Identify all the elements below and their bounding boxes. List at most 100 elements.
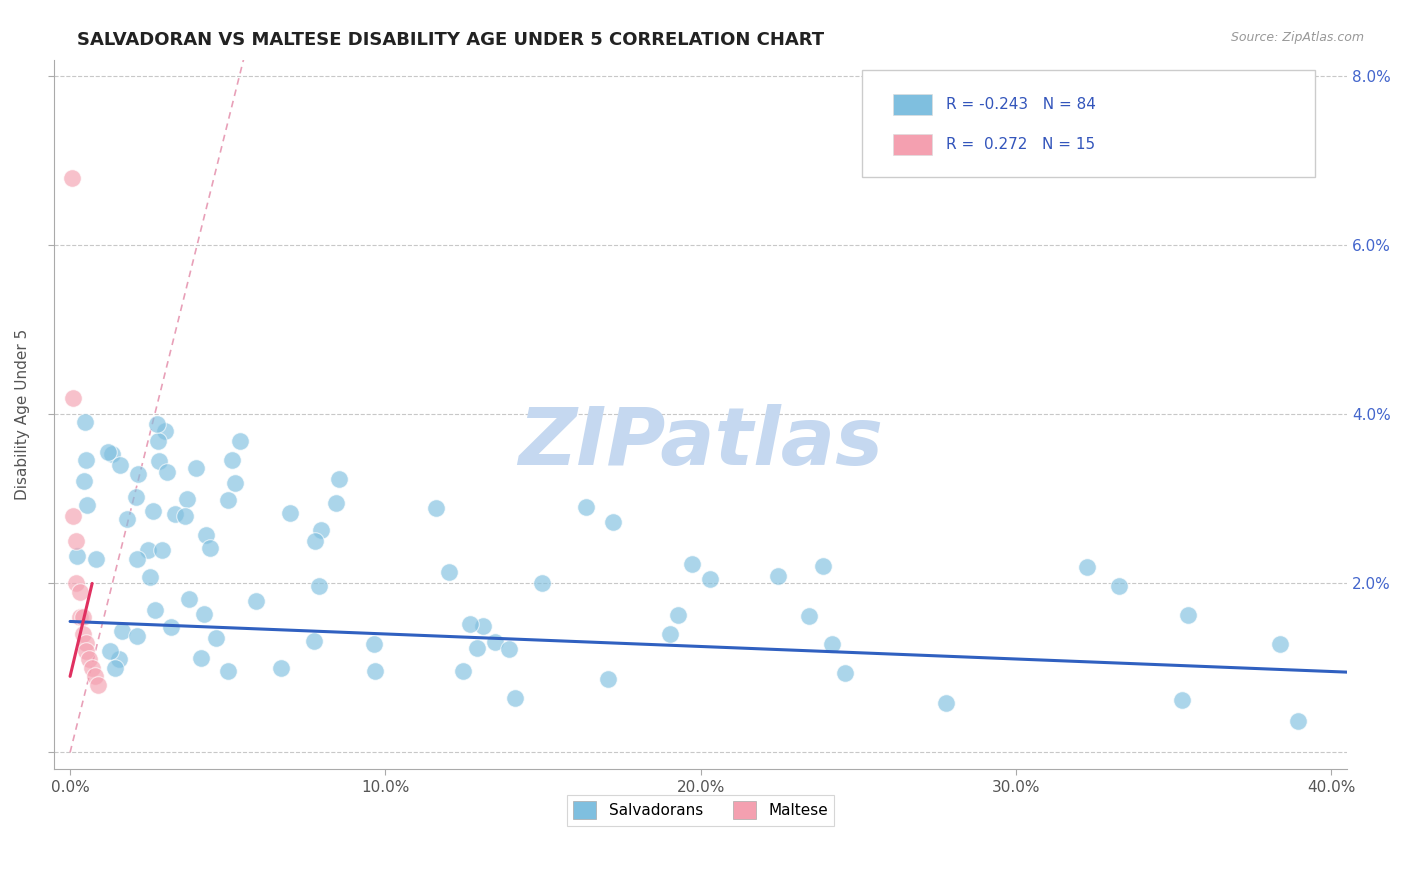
Point bbox=[1286, 714, 1309, 728]
Point bbox=[328, 472, 350, 486]
Point bbox=[115, 512, 138, 526]
Point bbox=[75, 644, 97, 658]
Point bbox=[104, 661, 127, 675]
Point bbox=[799, 608, 821, 623]
Point bbox=[60, 170, 83, 185]
Point bbox=[813, 559, 835, 574]
Point bbox=[77, 652, 100, 666]
Point bbox=[363, 637, 385, 651]
Point bbox=[153, 425, 176, 439]
Point bbox=[72, 627, 94, 641]
FancyBboxPatch shape bbox=[862, 70, 1315, 177]
Point bbox=[596, 673, 619, 687]
Point bbox=[484, 634, 506, 648]
Point bbox=[503, 690, 526, 705]
Point bbox=[302, 634, 325, 648]
Point bbox=[159, 620, 181, 634]
Point bbox=[76, 498, 98, 512]
Point bbox=[278, 507, 301, 521]
Point bbox=[62, 391, 84, 405]
Point bbox=[1268, 637, 1291, 651]
Point bbox=[101, 447, 124, 461]
Point bbox=[143, 603, 166, 617]
FancyBboxPatch shape bbox=[893, 134, 932, 155]
Point bbox=[205, 631, 228, 645]
Point bbox=[308, 579, 330, 593]
Point bbox=[699, 572, 721, 586]
Text: SALVADORAN VS MALTESE DISABILITY AGE UNDER 5 CORRELATION CHART: SALVADORAN VS MALTESE DISABILITY AGE UND… bbox=[77, 31, 824, 49]
Y-axis label: Disability Age Under 5: Disability Age Under 5 bbox=[15, 329, 30, 500]
Point bbox=[84, 669, 107, 683]
Point bbox=[666, 607, 689, 622]
Point bbox=[62, 508, 84, 523]
Point bbox=[309, 523, 332, 537]
Point bbox=[458, 616, 481, 631]
FancyBboxPatch shape bbox=[893, 94, 932, 115]
Point bbox=[124, 491, 146, 505]
Point bbox=[98, 644, 121, 658]
Point bbox=[174, 508, 197, 523]
Point bbox=[65, 576, 87, 591]
Point bbox=[195, 528, 218, 542]
Point bbox=[245, 593, 267, 607]
Point bbox=[139, 570, 162, 584]
Point bbox=[451, 665, 474, 679]
Point bbox=[148, 434, 170, 449]
Point bbox=[425, 501, 447, 516]
Point bbox=[834, 665, 856, 680]
Point bbox=[165, 507, 187, 521]
Text: R = -0.243   N = 84: R = -0.243 N = 84 bbox=[946, 97, 1097, 112]
Point bbox=[602, 515, 624, 529]
Point bbox=[108, 652, 131, 666]
Point bbox=[73, 474, 96, 488]
Legend: Salvadorans, Maltese: Salvadorans, Maltese bbox=[567, 795, 834, 825]
Point bbox=[217, 493, 239, 508]
Point bbox=[148, 454, 170, 468]
Point bbox=[221, 453, 243, 467]
Point bbox=[1177, 607, 1199, 622]
Point bbox=[224, 475, 246, 490]
Point bbox=[190, 650, 212, 665]
Point bbox=[364, 664, 387, 678]
Point bbox=[125, 630, 148, 644]
Point bbox=[65, 534, 87, 549]
Point bbox=[304, 533, 326, 548]
Point bbox=[821, 637, 844, 651]
Point bbox=[97, 445, 120, 459]
Text: Source: ZipAtlas.com: Source: ZipAtlas.com bbox=[1230, 31, 1364, 45]
Point bbox=[437, 565, 460, 579]
Text: R =  0.272   N = 15: R = 0.272 N = 15 bbox=[946, 137, 1095, 153]
Point bbox=[766, 569, 789, 583]
Point bbox=[156, 465, 179, 479]
Point bbox=[176, 491, 198, 506]
Point bbox=[1076, 559, 1098, 574]
Point bbox=[142, 504, 165, 518]
Point bbox=[193, 607, 215, 621]
Point bbox=[82, 661, 104, 675]
Point bbox=[229, 434, 252, 448]
Point bbox=[270, 661, 292, 675]
Point bbox=[72, 610, 94, 624]
Point bbox=[150, 542, 173, 557]
Point bbox=[217, 664, 239, 678]
Point bbox=[1108, 579, 1130, 593]
Point bbox=[75, 453, 97, 467]
Point bbox=[575, 500, 598, 514]
Point bbox=[1170, 693, 1192, 707]
Point bbox=[681, 557, 703, 571]
Point bbox=[69, 585, 91, 599]
Point bbox=[935, 696, 957, 710]
Point bbox=[198, 541, 221, 555]
Point bbox=[471, 618, 494, 632]
Point bbox=[177, 592, 200, 607]
Point bbox=[75, 635, 97, 649]
Point bbox=[186, 461, 208, 475]
Point bbox=[66, 549, 89, 563]
Point bbox=[125, 551, 148, 566]
Point bbox=[111, 624, 134, 638]
Point bbox=[75, 416, 97, 430]
Text: ZIPatlas: ZIPatlas bbox=[519, 404, 883, 482]
Point bbox=[325, 496, 347, 510]
Point bbox=[136, 542, 159, 557]
Point bbox=[498, 641, 520, 656]
